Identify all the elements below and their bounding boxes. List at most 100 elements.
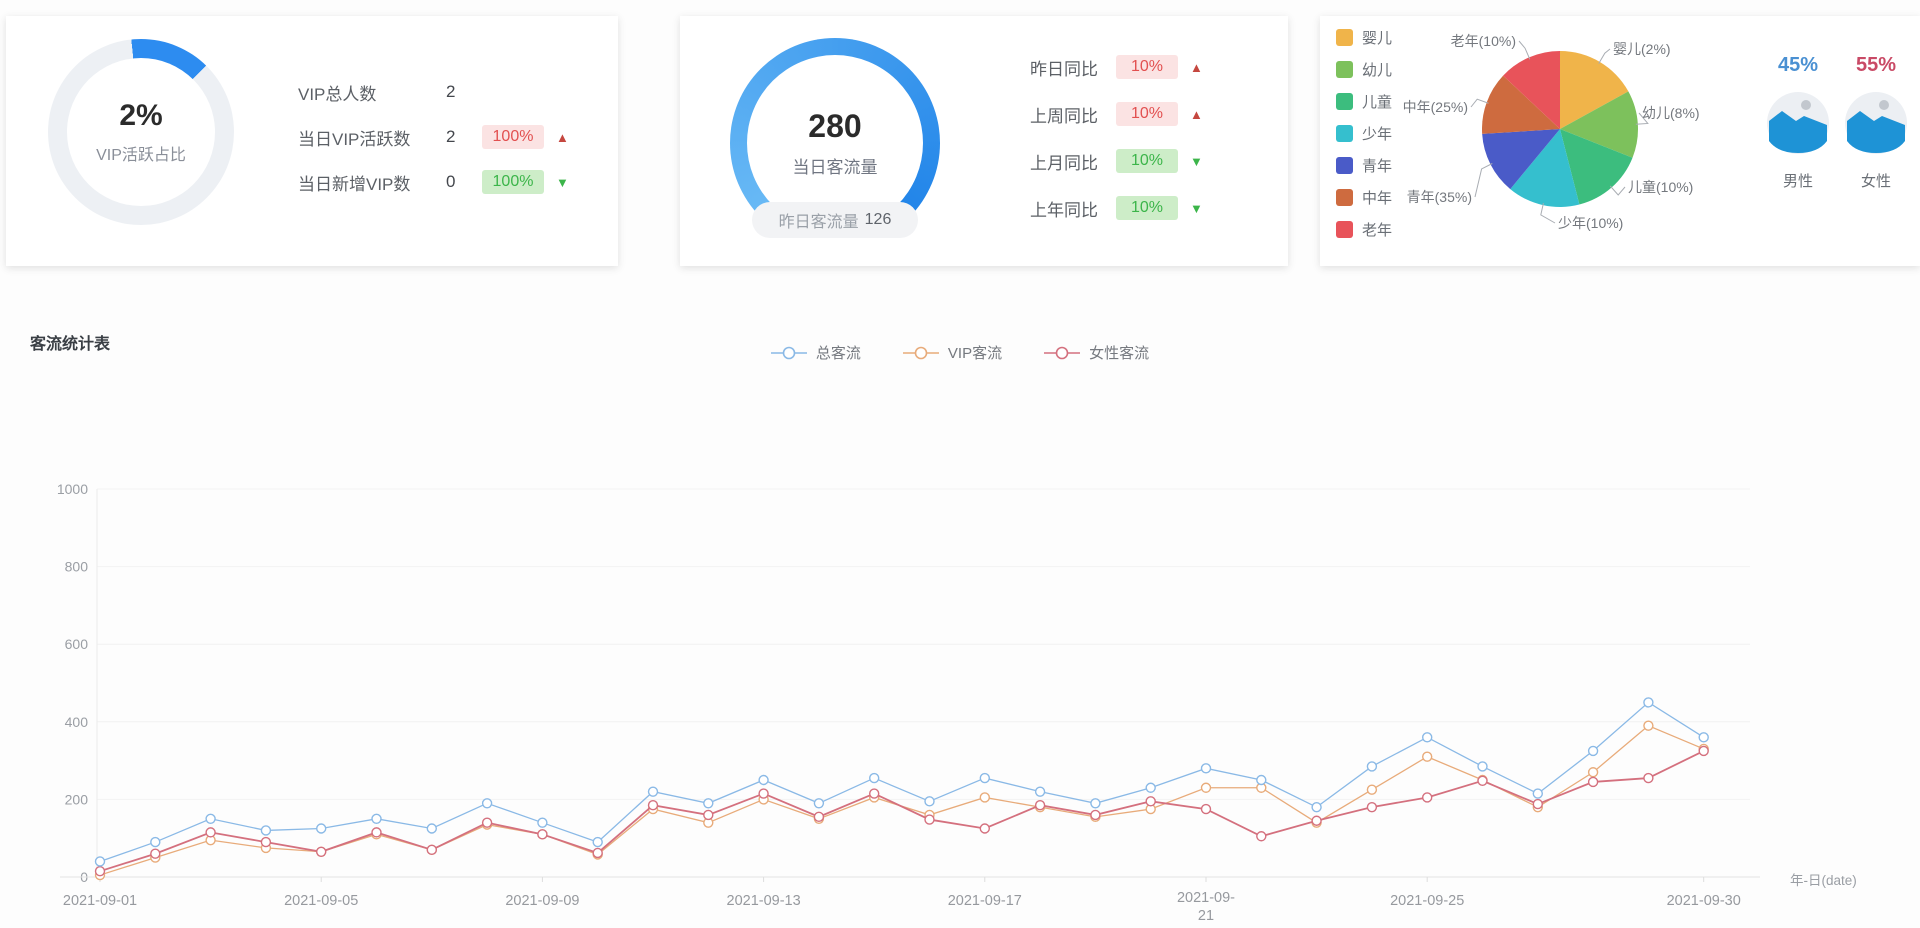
flow-chart-title: 客流统计表: [30, 336, 111, 353]
traffic-caption: 当日客流量: [792, 158, 878, 177]
data-point: [1256, 774, 1267, 786]
trend-down-icon: ▼: [1190, 200, 1203, 216]
pie-callout-label: 少年(10%): [1558, 215, 1623, 231]
data-point: [260, 825, 272, 836]
traffic-comparisons: 昨日同比 10% ▲ 上周同比 10% ▲ 上月同比 10% ▼ 上年同比 10…: [1030, 52, 1203, 240]
data-point: [537, 817, 548, 828]
data-point: [1587, 767, 1599, 778]
data-point: [1643, 697, 1654, 708]
data-point: [1587, 745, 1599, 757]
vip-active-donut-chart: 2% VIP活跃占比: [48, 39, 234, 225]
series-line-VIP客流: [99, 724, 1704, 876]
data-point: [1643, 720, 1654, 731]
percent-badge: 10%: [1116, 55, 1178, 79]
gender-female-block: 55% 女性: [1836, 54, 1916, 191]
data-point: [813, 811, 825, 823]
legend-item[interactable]: 儿童: [1336, 92, 1392, 111]
vip-active-caption: VIP活跃占比: [96, 147, 186, 164]
legend-marker-icon: [1044, 346, 1081, 359]
stat-value: 0: [446, 172, 456, 191]
series-line-女性客流: [99, 750, 1705, 873]
compare-lastyear-row: 上年同比 10% ▼: [1030, 193, 1203, 223]
pie-callout-label: 儿童(10%): [1628, 179, 1693, 195]
data-point: [94, 865, 106, 877]
data-point: [979, 823, 990, 834]
pie-callout-line: [1518, 40, 1531, 60]
pie-callout-label: 幼儿(8%): [1642, 105, 1700, 121]
legend-item[interactable]: 中年: [1336, 188, 1392, 207]
percent-badge: 100%: [482, 170, 544, 194]
pie-callout-line: [1609, 185, 1626, 196]
pie-slice: [1482, 129, 1560, 190]
data-point: [592, 847, 603, 859]
pie-slice: [1560, 129, 1633, 205]
trend-up-icon: ▲: [1190, 106, 1203, 122]
data-point: [481, 817, 493, 828]
legend-swatch: [1336, 93, 1353, 110]
x-axis-tick-label: 2021-09-01: [63, 893, 137, 909]
pie-callout-label: 老年(10%): [1451, 33, 1516, 49]
trend-down-icon: ▼: [556, 174, 569, 190]
data-point: [1145, 782, 1156, 793]
data-point: [758, 788, 769, 799]
trend-up-icon: ▲: [1190, 59, 1203, 75]
traffic-value: 280: [808, 108, 862, 144]
x-axis-tick-label: 2021-09-30: [1667, 893, 1741, 909]
data-point: [1477, 775, 1488, 786]
x-axis-tick-label: 2021-09-13: [727, 893, 801, 909]
stat-label: 当日VIP活跃数: [298, 129, 411, 149]
data-point: [1090, 809, 1101, 821]
data-point: [1145, 796, 1156, 807]
pie-slice: [1560, 51, 1629, 129]
x-axis-tick-label: 2021-09-17: [948, 893, 1022, 909]
pie-slice: [1510, 129, 1580, 208]
data-point: [371, 813, 382, 824]
data-point: [426, 844, 437, 856]
y-axis-tick-label: 400: [65, 714, 89, 730]
vip-active-row: 当日VIP活跃数 2 100% ▲: [298, 121, 569, 153]
compare-lastweek-row: 上周同比 10% ▲: [1030, 99, 1203, 129]
data-point: [1034, 786, 1046, 797]
flow-legend-item[interactable]: VIP客流: [902, 342, 1002, 363]
data-point: [924, 814, 935, 825]
data-point: [1587, 776, 1599, 788]
compare-lastmonth-row: 上月同比 10% ▼: [1030, 146, 1203, 176]
data-point: [371, 827, 382, 838]
legend-item[interactable]: 幼儿: [1336, 60, 1392, 79]
data-point: [316, 846, 327, 857]
legend-item[interactable]: 少年: [1336, 124, 1392, 143]
data-point: [1421, 751, 1433, 762]
flow-legend-item[interactable]: 总客流: [770, 342, 861, 363]
data-point: [205, 827, 216, 838]
stat-label: 当日新增VIP数: [298, 174, 411, 194]
pie-slice: [1482, 75, 1560, 134]
x-axis-tick-label: 2021-09-21: [1177, 890, 1235, 924]
compare-label: 上年同比: [1030, 200, 1098, 220]
legend-swatch: [1336, 221, 1353, 238]
legend-label: 青年: [1362, 158, 1393, 175]
data-point: [647, 800, 659, 811]
x-axis-name: 年-日(date): [1790, 873, 1857, 888]
legend-swatch: [1336, 29, 1353, 46]
legend-item[interactable]: 青年: [1336, 156, 1392, 175]
percent-badge: 100%: [482, 125, 544, 149]
pie-slice: [1560, 91, 1638, 158]
flow-chart-legend: 总客流 VIP客流 女性客流: [0, 342, 1920, 363]
data-point: [426, 823, 437, 834]
demographics-card: 婴儿 幼儿 儿童 少年 青年 中年 老年 婴儿(2%) 幼儿(8%) 儿童(10%) 少年(10%…: [1320, 16, 1920, 266]
daily-traffic-card: 280 当日客流量 昨日客流量 126 昨日同比 10% ▲ 上周同比 10% …: [680, 16, 1288, 266]
flow-legend-item[interactable]: 女性客流: [1044, 342, 1149, 363]
vip-summary-card: 2% VIP活跃占比 VIP总人数 2 当日VIP活跃数 2 100% ▲ 当日…: [6, 16, 618, 266]
percent-badge: 10%: [1116, 149, 1178, 173]
data-point: [703, 798, 714, 809]
data-point: [979, 792, 990, 803]
legend-item[interactable]: 老年: [1336, 220, 1392, 239]
series-line-总客流: [99, 701, 1705, 863]
data-point: [1311, 815, 1322, 826]
female-avatar-icon: [1845, 92, 1907, 154]
data-point: [647, 786, 659, 797]
data-point: [703, 809, 714, 821]
vip-stats: VIP总人数 2 当日VIP活跃数 2 100% ▲ 当日新增VIP数 0 10…: [298, 76, 569, 211]
legend-item[interactable]: 婴儿: [1336, 28, 1392, 47]
